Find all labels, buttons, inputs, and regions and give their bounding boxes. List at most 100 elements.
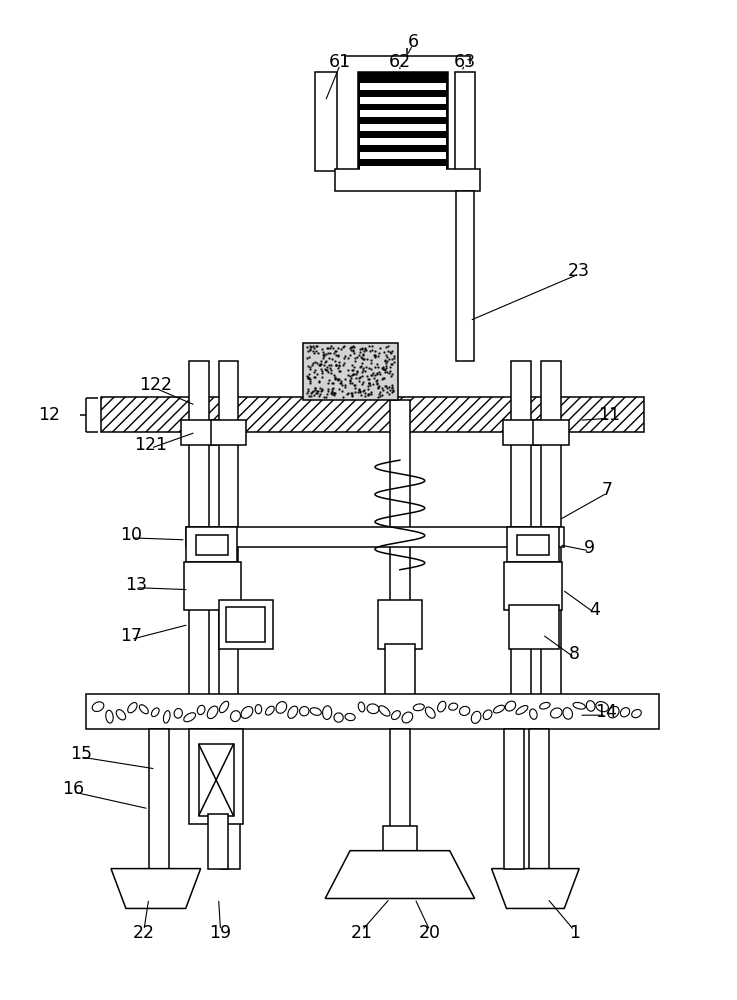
Ellipse shape bbox=[323, 706, 332, 719]
Point bbox=[308, 369, 320, 385]
Point bbox=[368, 359, 380, 375]
Ellipse shape bbox=[164, 711, 170, 723]
Bar bbox=[542, 361, 562, 719]
Point bbox=[347, 366, 359, 382]
Ellipse shape bbox=[494, 705, 505, 713]
Point bbox=[351, 363, 363, 379]
Point bbox=[342, 385, 354, 401]
Point bbox=[349, 350, 360, 366]
Point bbox=[334, 363, 346, 379]
Point bbox=[362, 378, 374, 394]
Point bbox=[309, 369, 321, 385]
Point bbox=[354, 359, 366, 375]
Text: 20: 20 bbox=[419, 924, 441, 942]
Point bbox=[350, 366, 362, 382]
Bar bbox=[226, 607, 265, 642]
Point bbox=[372, 348, 384, 364]
Point bbox=[303, 388, 315, 404]
Point bbox=[363, 371, 375, 387]
Point bbox=[344, 373, 356, 389]
Point bbox=[324, 350, 335, 366]
Point bbox=[349, 359, 360, 375]
Ellipse shape bbox=[255, 705, 262, 714]
Point bbox=[361, 351, 373, 367]
Bar bbox=[219, 600, 273, 649]
Point bbox=[353, 382, 365, 398]
Ellipse shape bbox=[92, 702, 104, 712]
Point bbox=[378, 344, 390, 360]
Point bbox=[325, 338, 337, 354]
Point bbox=[371, 375, 383, 391]
Point bbox=[388, 350, 399, 366]
Point bbox=[372, 379, 384, 395]
Point bbox=[380, 347, 391, 363]
Point bbox=[372, 389, 384, 405]
Point bbox=[354, 341, 366, 357]
Point bbox=[366, 355, 377, 371]
Point bbox=[310, 355, 322, 371]
Point bbox=[363, 386, 375, 402]
Point bbox=[360, 359, 372, 375]
Ellipse shape bbox=[334, 713, 343, 722]
Point bbox=[346, 338, 358, 354]
Point bbox=[357, 340, 368, 356]
Ellipse shape bbox=[345, 713, 355, 721]
Text: 62: 62 bbox=[389, 53, 411, 71]
Point bbox=[307, 355, 318, 371]
Point bbox=[332, 360, 343, 376]
Point bbox=[329, 370, 340, 386]
Point bbox=[376, 387, 388, 403]
Text: 19: 19 bbox=[209, 924, 231, 942]
Point bbox=[358, 382, 370, 398]
Point bbox=[343, 347, 355, 363]
Bar bbox=[189, 729, 243, 824]
Text: 14: 14 bbox=[595, 703, 617, 721]
Point bbox=[345, 385, 357, 401]
Point bbox=[374, 366, 386, 382]
Point bbox=[315, 363, 327, 379]
Point bbox=[315, 353, 327, 369]
Bar bbox=[360, 110, 446, 117]
Point bbox=[371, 365, 383, 381]
Bar bbox=[360, 97, 446, 104]
Ellipse shape bbox=[563, 708, 573, 719]
Bar bbox=[383, 826, 417, 851]
Point bbox=[384, 359, 396, 375]
Point bbox=[332, 371, 344, 387]
Text: 15: 15 bbox=[70, 745, 92, 763]
Point bbox=[321, 386, 332, 402]
Point bbox=[386, 343, 398, 359]
Point bbox=[357, 374, 368, 390]
Point bbox=[357, 346, 369, 362]
Point bbox=[326, 384, 338, 400]
Point bbox=[327, 375, 339, 391]
Point bbox=[352, 384, 363, 400]
Point bbox=[321, 346, 332, 362]
Point bbox=[311, 338, 323, 354]
Point bbox=[357, 368, 368, 384]
Point bbox=[381, 384, 393, 400]
Point bbox=[362, 371, 374, 387]
Point bbox=[317, 350, 329, 366]
Point bbox=[371, 372, 383, 388]
Point bbox=[308, 364, 320, 380]
Point bbox=[380, 364, 391, 380]
Point bbox=[380, 355, 391, 371]
Bar bbox=[385, 644, 415, 699]
Point bbox=[373, 345, 385, 361]
Point bbox=[371, 366, 383, 382]
Point bbox=[303, 358, 315, 374]
Point bbox=[348, 339, 360, 355]
Point bbox=[355, 387, 367, 403]
Point bbox=[385, 345, 397, 361]
Point bbox=[359, 385, 371, 401]
Point bbox=[329, 371, 340, 387]
Point bbox=[380, 378, 392, 394]
Point bbox=[353, 347, 365, 363]
Bar bbox=[360, 138, 446, 145]
Point bbox=[357, 347, 368, 363]
Bar bbox=[534, 420, 569, 445]
Point bbox=[363, 375, 374, 391]
Bar bbox=[511, 361, 531, 719]
Point bbox=[366, 342, 378, 358]
